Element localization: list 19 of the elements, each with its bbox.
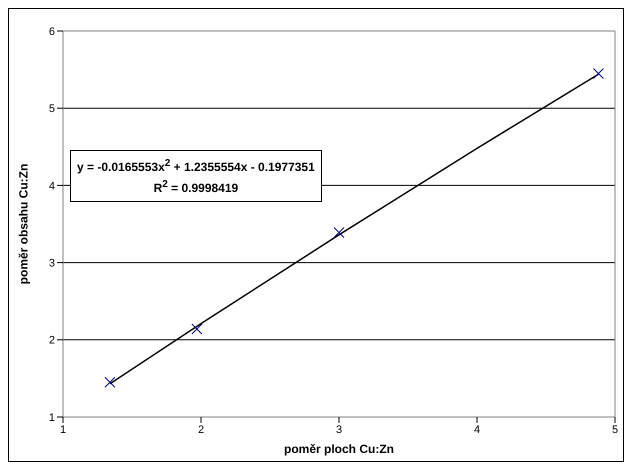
x-axis-title: poměr ploch Cu:Zn	[284, 442, 394, 456]
annotation: R$^{2}$ = 0.9998419	[152, 178, 240, 197]
y-tick-label: 5	[48, 103, 55, 116]
point	[592, 68, 604, 79]
point	[191, 323, 202, 334]
point	[104, 376, 116, 388]
y-tick-label: 4	[48, 180, 55, 192]
y-tick-label: 3	[48, 258, 55, 270]
y-tick-label: 6	[48, 26, 55, 38]
y-tick-label: 2	[48, 334, 55, 347]
x-tick-label: 5	[612, 424, 618, 436]
x-tick-label: 4	[474, 424, 480, 436]
y-tick-label: 1	[48, 412, 55, 424]
annotation: y = -0.0165553x$^{2}$ + 1.2355554x - 0.1977351	[77, 157, 315, 176]
y-axis-title: poměr obsahu Cu:Zn	[16, 164, 30, 284]
point	[334, 226, 344, 238]
x-tick-label: 2	[198, 424, 204, 436]
x-tick-label: 1	[60, 424, 66, 436]
x-tick-label: 3	[336, 424, 342, 436]
